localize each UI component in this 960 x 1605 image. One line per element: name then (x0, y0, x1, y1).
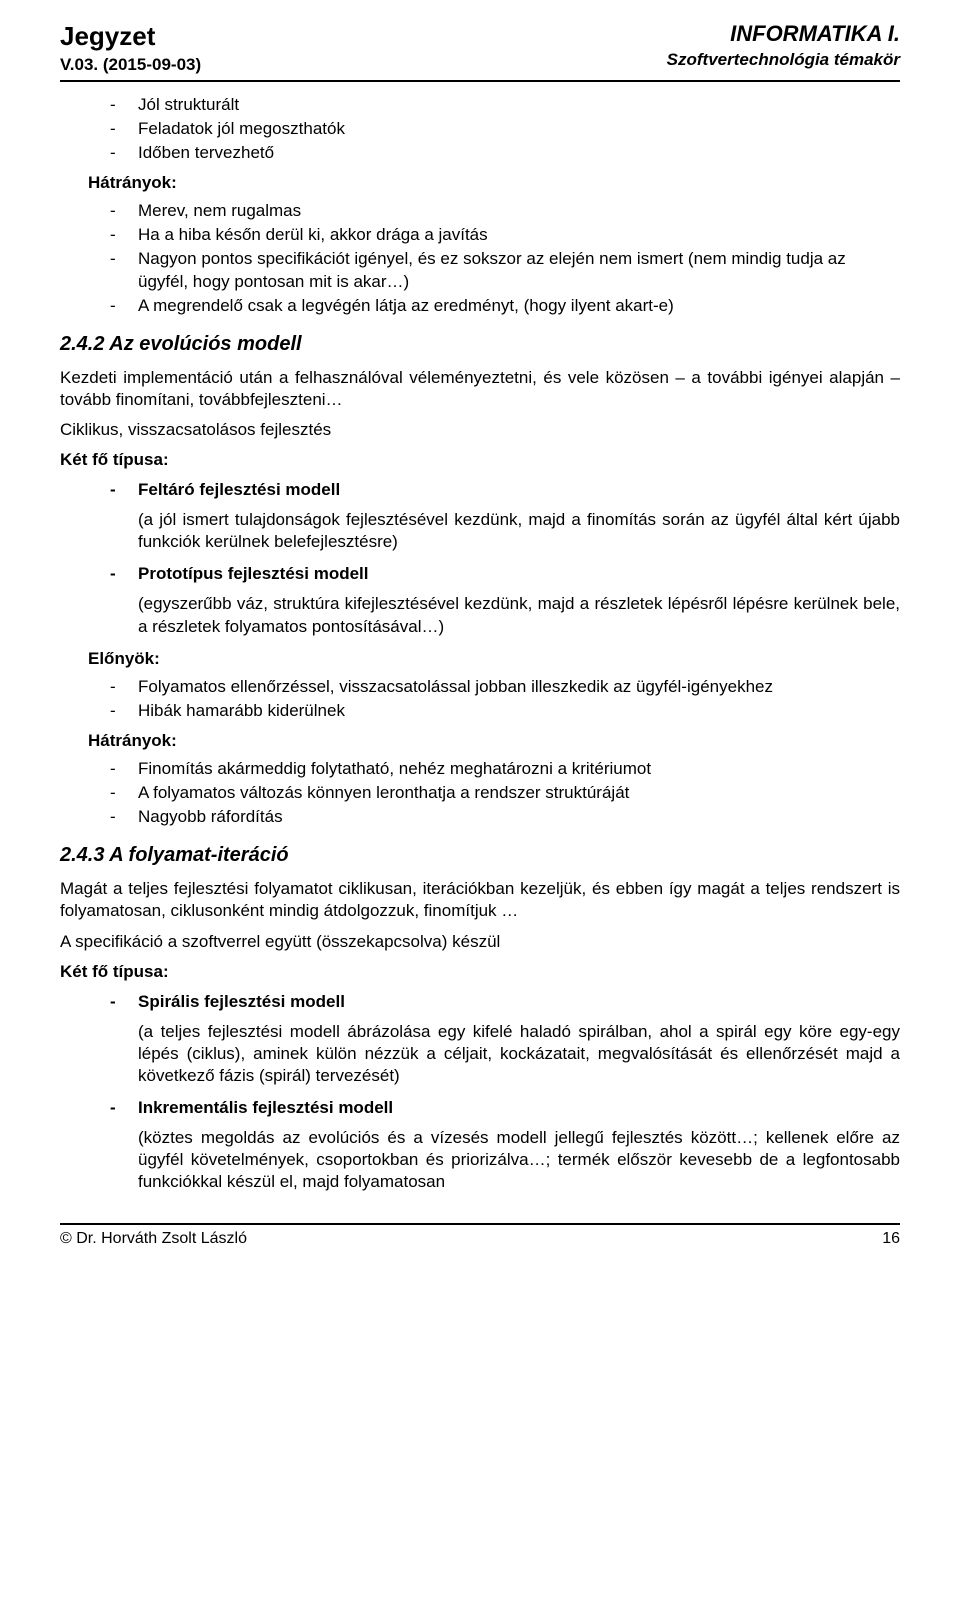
disadvantages-list-242: Finomítás akármeddig folytatható, nehéz … (60, 758, 900, 828)
section-heading-242: 2.4.2 Az evolúciós modell (60, 331, 900, 357)
section-heading-243: 2.4.3 A folyamat-iteráció (60, 842, 900, 868)
intro-list: Jól strukturált Feladatok jól megoszthat… (60, 94, 900, 164)
list-item: Nagyobb ráfordítás (110, 806, 900, 828)
types-list-242: Feltáró fejlesztési modell (60, 479, 900, 501)
types-list-242b: Prototípus fejlesztési modell (60, 563, 900, 585)
course-title: INFORMATIKA I. (667, 20, 900, 49)
body-text: Ciklikus, visszacsatolásos fejlesztés (60, 419, 900, 441)
type-item: Spirális fejlesztési modell (110, 991, 900, 1013)
body-text: A specifikáció a szoftverrel együtt (öss… (60, 931, 900, 953)
disadvantages-list-1: Merev, nem rugalmas Ha a hiba későn derü… (60, 200, 900, 316)
header-left: Jegyzet V.03. (2015-09-03) (60, 20, 201, 76)
list-item: Időben tervezhető (110, 142, 900, 164)
list-item: Jól strukturált (110, 94, 900, 116)
types-list-243: Spirális fejlesztési modell (60, 991, 900, 1013)
list-item: A megrendelő csak a legvégén látja az er… (110, 295, 900, 317)
footer-author: © Dr. Horváth Zsolt László (60, 1229, 247, 1250)
type-item: Inkrementális fejlesztési modell (110, 1097, 900, 1119)
disadvantages-label: Hátrányok: (60, 172, 900, 194)
type-description: (a teljes fejlesztési modell ábrázolása … (60, 1021, 900, 1087)
type-description: (köztes megoldás az evolúciós és a vízes… (60, 1127, 900, 1193)
doc-title: Jegyzet (60, 20, 201, 54)
course-topic: Szoftvertechnológia témakör (667, 49, 900, 71)
footer-page-number: 16 (882, 1229, 900, 1250)
type-description: (a jól ismert tulajdonságok fejlesztésév… (60, 509, 900, 553)
type-item: Prototípus fejlesztési modell (110, 563, 900, 585)
body-text: Kezdeti implementáció után a felhasználó… (60, 367, 900, 411)
two-types-label: Két fő típusa: (60, 449, 900, 471)
list-item: Ha a hiba későn derül ki, akkor drága a … (110, 224, 900, 246)
list-item: Hibák hamarább kiderülnek (110, 700, 900, 722)
list-item: Feladatok jól megoszthatók (110, 118, 900, 140)
list-item: Merev, nem rugalmas (110, 200, 900, 222)
list-item: A folyamatos változás könnyen leronthatj… (110, 782, 900, 804)
advantages-list-242: Folyamatos ellenőrzéssel, visszacsatolás… (60, 676, 900, 722)
page-header: Jegyzet V.03. (2015-09-03) INFORMATIKA I… (60, 20, 900, 82)
list-item: Nagyon pontos specifikációt igényel, és … (110, 248, 900, 292)
type-item: Feltáró fejlesztési modell (110, 479, 900, 501)
types-list-243b: Inkrementális fejlesztési modell (60, 1097, 900, 1119)
type-description: (egyszerűbb váz, struktúra kifejlesztésé… (60, 593, 900, 637)
disadvantages-label: Hátrányok: (60, 730, 900, 752)
page-footer: © Dr. Horváth Zsolt László 16 (60, 1223, 900, 1250)
list-item: Finomítás akármeddig folytatható, nehéz … (110, 758, 900, 780)
list-item: Folyamatos ellenőrzéssel, visszacsatolás… (110, 676, 900, 698)
two-types-label: Két fő típusa: (60, 961, 900, 983)
header-right: INFORMATIKA I. Szoftvertechnológia témak… (667, 20, 900, 71)
advantages-label: Előnyök: (60, 648, 900, 670)
body-text: Magát a teljes fejlesztési folyamatot ci… (60, 878, 900, 922)
doc-version: V.03. (2015-09-03) (60, 54, 201, 76)
